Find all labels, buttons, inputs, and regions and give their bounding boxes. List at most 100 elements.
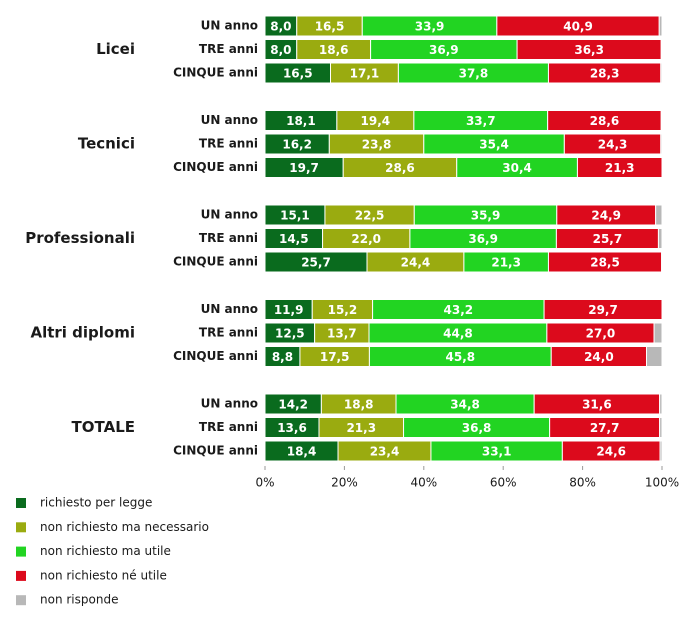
value-label: 37,8 [459, 67, 489, 81]
value-label: 35,4 [479, 138, 509, 152]
legend-label: richiesto per legge [40, 496, 152, 510]
bar-segment [661, 111, 662, 131]
value-label: 36,3 [574, 43, 604, 57]
legend-swatch [16, 547, 26, 557]
category-label: CINQUE anni [173, 66, 258, 80]
value-label: 18,4 [287, 445, 317, 459]
group-label: Professionali [25, 229, 135, 247]
value-label: 24,6 [596, 445, 626, 459]
legend-label: non richiesto né utile [40, 568, 167, 582]
category-label: UN anno [201, 302, 258, 316]
value-label: 27,0 [586, 327, 616, 341]
value-label: 15,2 [328, 303, 358, 317]
value-label: 23,4 [370, 445, 400, 459]
category-label: CINQUE anni [173, 160, 258, 174]
legend-swatch [16, 595, 26, 605]
value-label: 28,3 [590, 67, 620, 81]
value-label: 28,6 [385, 161, 415, 175]
value-label: 18,8 [344, 398, 374, 412]
value-label: 33,9 [415, 20, 445, 34]
value-label: 25,7 [593, 232, 623, 246]
value-label: 18,6 [319, 43, 349, 57]
category-label: UN anno [201, 113, 258, 127]
value-label: 28,5 [590, 256, 620, 270]
group-label: Licei [96, 40, 135, 58]
legend-swatch [16, 498, 26, 508]
bar-segment [660, 418, 662, 438]
value-label: 45,8 [446, 350, 476, 364]
value-label: 34,8 [450, 398, 480, 412]
bar-segment [659, 16, 662, 36]
category-label: TRE anni [199, 420, 258, 434]
value-label: 19,7 [289, 161, 319, 175]
bar-segment [658, 229, 662, 249]
value-label: 33,1 [482, 445, 512, 459]
value-label: 14,2 [278, 398, 308, 412]
bar-segment [661, 40, 662, 60]
value-label: 24,9 [591, 209, 621, 223]
x-tick-label: 100% [645, 476, 679, 490]
category-label: TRE anni [199, 42, 258, 56]
value-label: 13,6 [277, 421, 307, 435]
value-label: 8,0 [270, 43, 291, 57]
category-label: TRE anni [199, 231, 258, 245]
value-label: 44,8 [443, 327, 473, 341]
value-label: 13,7 [327, 327, 357, 341]
bar-segment [647, 347, 662, 367]
x-tick-label: 40% [410, 476, 437, 490]
value-label: 28,6 [590, 114, 620, 128]
value-label: 36,9 [468, 232, 498, 246]
legend-swatch [16, 571, 26, 581]
category-label: UN anno [201, 208, 258, 222]
value-label: 24,4 [401, 256, 431, 270]
bar-segment [660, 394, 662, 414]
bar-segment [654, 323, 662, 343]
value-label: 43,2 [444, 303, 474, 317]
category-label: TRE anni [199, 326, 258, 340]
legend-label: non richiesto ma necessario [40, 520, 209, 534]
value-label: 21,3 [491, 256, 521, 270]
legend-label: non richiesto ma utile [40, 544, 171, 558]
value-label: 16,2 [282, 138, 312, 152]
value-label: 18,1 [286, 114, 316, 128]
value-label: 40,9 [563, 20, 593, 34]
category-label: CINQUE anni [173, 444, 258, 458]
x-tick-label: 20% [331, 476, 358, 490]
value-label: 33,7 [466, 114, 496, 128]
group-label: TOTALE [72, 418, 135, 436]
value-label: 22,5 [355, 209, 385, 223]
value-label: 17,1 [350, 67, 380, 81]
value-label: 30,4 [502, 161, 532, 175]
value-label: 36,8 [462, 421, 492, 435]
group-label: Altri diplomi [30, 324, 135, 342]
value-label: 16,5 [283, 67, 313, 81]
x-tick-label: 0% [255, 476, 274, 490]
legend-swatch [16, 522, 26, 532]
value-label: 23,8 [362, 138, 392, 152]
category-label: UN anno [201, 397, 258, 411]
category-label: UN anno [201, 19, 258, 33]
category-label: TRE anni [199, 137, 258, 151]
value-label: 29,7 [588, 303, 618, 317]
value-label: 8,8 [272, 350, 293, 364]
value-label: 11,9 [274, 303, 304, 317]
value-label: 19,4 [361, 114, 391, 128]
category-label: CINQUE anni [173, 349, 258, 363]
category-label: CINQUE anni [173, 255, 258, 269]
value-label: 15,1 [280, 209, 310, 223]
value-label: 22,0 [351, 232, 381, 246]
value-label: 25,7 [301, 256, 331, 270]
value-label: 24,3 [598, 138, 628, 152]
value-label: 14,5 [279, 232, 309, 246]
value-label: 24,0 [584, 350, 614, 364]
value-label: 21,3 [346, 421, 376, 435]
value-label: 16,5 [315, 20, 345, 34]
x-tick-label: 80% [569, 476, 596, 490]
bar-segment [660, 441, 662, 461]
value-label: 17,5 [320, 350, 350, 364]
value-label: 35,9 [471, 209, 501, 223]
value-label: 21,3 [605, 161, 635, 175]
bar-segment [661, 134, 662, 154]
value-label: 8,0 [270, 20, 291, 34]
